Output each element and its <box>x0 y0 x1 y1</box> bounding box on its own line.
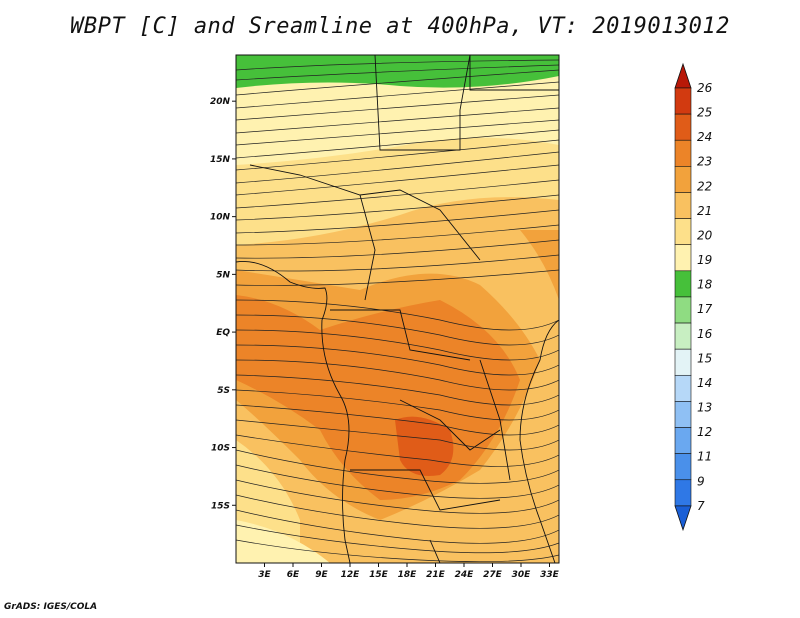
lat-tick-label: EQ <box>216 328 230 338</box>
colorbar-swatch <box>674 87 692 115</box>
lon-tick-label: 9E <box>315 570 328 580</box>
colorbar-label: 19 <box>697 253 712 267</box>
latitude-axis: 20N 15N 10N 5N EQ 5S 10S 15S <box>210 97 236 511</box>
colorbar-label: 18 <box>697 278 713 292</box>
colorbar-label: 20 <box>697 228 713 242</box>
colorbar-swatch <box>674 453 692 481</box>
colorbar-label: 14 <box>697 376 712 390</box>
credit-label: GrADS: IGES/COLA <box>4 602 98 612</box>
colorbar-min-arrow <box>674 505 692 532</box>
colorbar-max-arrow <box>674 62 692 89</box>
lon-tick-label: 6E <box>287 570 300 580</box>
lat-tick-label: 15S <box>211 501 230 511</box>
coastlines <box>236 55 559 563</box>
colorbar-label: 25 <box>697 106 712 120</box>
lon-tick-label: 27E <box>483 570 503 580</box>
colorbar-swatch <box>674 427 692 454</box>
colorbar-label: 22 <box>697 179 712 193</box>
colorbar-swatch <box>674 479 692 507</box>
lat-tick-label: 5S <box>217 386 230 396</box>
colorbar-swatch <box>674 270 692 298</box>
colorbar-swatch <box>674 348 692 376</box>
colorbar-label: 23 <box>697 155 712 169</box>
lat-tick-label: 10N <box>210 213 231 223</box>
lon-tick-label: 3E <box>258 570 271 580</box>
colorbar-label: 17 <box>697 302 713 316</box>
wbpt-field <box>236 55 559 563</box>
lat-tick-label: 10S <box>211 444 230 454</box>
colorbar-label: 21 <box>697 204 712 218</box>
colorbar-label: 16 <box>697 327 713 341</box>
plot-frame <box>235 54 560 564</box>
colorbar-swatch <box>674 113 692 141</box>
lon-tick-label: 21E <box>426 570 446 580</box>
colorbar-swatch <box>674 244 692 272</box>
lat-tick-label: 5N <box>216 270 230 280</box>
lon-tick-label: 15E <box>369 570 389 580</box>
colorbar-swatch <box>674 218 692 246</box>
lon-tick-label: 30E <box>512 570 532 580</box>
longitude-axis: 3E 6E 9E 12E 15E 18E 21E 24E 27E 30E 33E <box>258 563 560 580</box>
lon-tick-label: 24E <box>455 570 475 580</box>
colorbar-label: 7 <box>697 499 705 513</box>
colorbar-swatch <box>674 192 692 219</box>
lat-tick-label: 20N <box>210 97 231 107</box>
lat-tick-label: 15N <box>210 155 231 165</box>
colorbar-label: 26 <box>697 81 713 95</box>
colorbar-swatch <box>674 322 692 350</box>
colorbar-label: 13 <box>697 401 712 415</box>
streamlines <box>236 59 559 563</box>
colorbar-swatch <box>674 374 692 402</box>
colorbar-swatch <box>674 296 692 324</box>
lon-tick-label: 18E <box>398 570 418 580</box>
map-title: WBPT [C] and Sreamline at 400hPa, VT: 20… <box>70 14 730 39</box>
lon-tick-label: 12E <box>341 570 361 580</box>
colorbar-swatch <box>674 401 692 428</box>
colorbar-label: 12 <box>697 425 712 439</box>
colorbar-swatch <box>674 139 692 167</box>
colorbar: 26 25 24 23 22 21 20 19 18 17 16 15 14 13 12 11 9 7 <box>674 62 713 532</box>
colorbar-label: 9 <box>697 474 705 488</box>
colorbar-swatch <box>674 166 692 193</box>
lon-tick-label: 33E <box>540 570 560 580</box>
colorbar-label: 11 <box>697 450 712 464</box>
colorbar-label: 24 <box>697 130 712 144</box>
colorbar-label: 15 <box>697 351 712 365</box>
